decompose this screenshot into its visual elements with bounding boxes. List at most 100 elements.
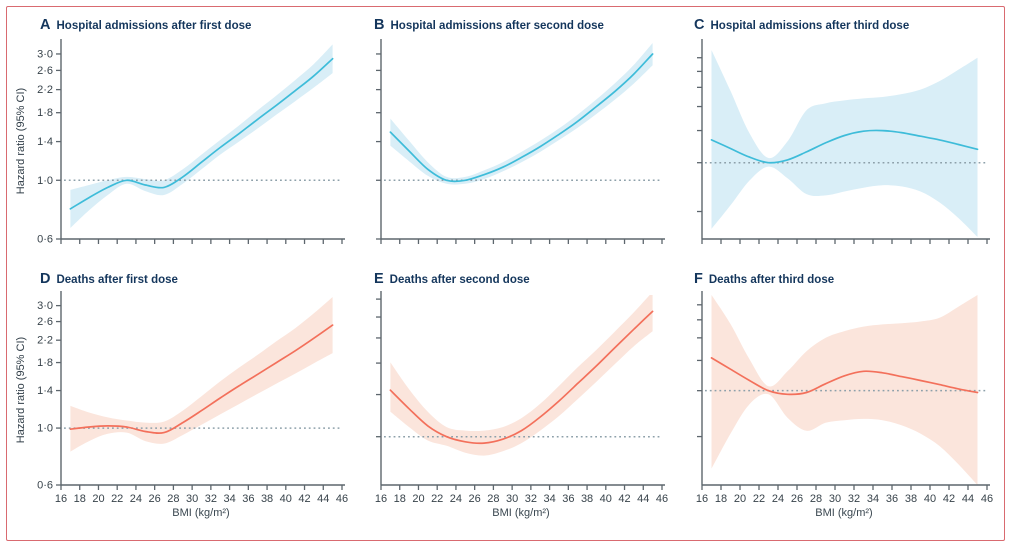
x-tick-label: 40 [924,493,936,505]
panel-c-title-text: Hospital admissions after third dose [710,20,910,32]
ci-band [390,295,653,456]
x-tick-label: 44 [637,493,649,505]
x-tick-label: 24 [450,493,462,505]
x-tick-label: 22 [111,493,123,505]
ci-band [70,44,333,229]
panel-a-chart: 3·0 2·6 2·2 1·8 1·4 1·0 0·6 [37,39,345,246]
x-tick-label: 34 [543,493,555,505]
y-tick-label: 3·0 [37,48,53,60]
x-tick-label: 20 [92,493,104,505]
y-tick-label: 1·0 [37,423,53,435]
bmi-axis-label-f: BMI (kg/m²) [815,507,873,519]
x-tick-label: 46 [336,493,348,505]
x-tick-label: 38 [581,493,593,505]
y-tick-label: 0·6 [37,480,53,492]
x-tick-label: 20 [734,493,746,505]
ci-band [390,43,653,185]
x-tick-label: 32 [848,493,860,505]
x-tick-label: 46 [981,493,993,505]
bmi-axis-label-d: BMI (kg/m²) [172,507,230,519]
y-tick-label: 2·2 [37,335,53,347]
panel-a-title: A Hospital admissions after first dose [40,16,251,34]
panel-d-title-text: Deaths after first dose [56,274,178,286]
x-tick-label: 38 [905,493,917,505]
ci-band [711,50,978,237]
x-tick-label: 36 [562,493,574,505]
panel-c-chart [697,39,990,244]
x-tick-label: 42 [618,493,630,505]
panel-d-title: D Deaths after first dose [40,270,178,288]
panel-f-letter: F [694,271,703,287]
ci-band [70,297,333,452]
x-tick-label: 36 [242,493,254,505]
x-tick-label: 34 [223,493,235,505]
hazard-ratio-curve [710,129,979,164]
panel-e-title-text: Deaths after second dose [389,274,530,286]
panel-c-letter: C [694,17,705,33]
x-tick-label: 24 [772,493,784,505]
x-tick-label: 18 [74,493,86,505]
panel-b-letter: B [374,17,385,33]
panel-e-letter: E [374,271,384,287]
panel-f-chart: 16 18 20 22 24 26 28 30 32 34 36 38 40 42 44 46 [696,291,993,505]
panel-f-title: F Deaths after third dose [694,270,834,288]
hazard-ratio-curve [710,357,979,396]
y-tick-label: 2·6 [37,316,53,328]
panel-b-title-text: Hospital admissions after second dose [390,20,604,32]
panel-a-title-text: Hospital admissions after first dose [56,20,252,32]
panel-e-title: E Deaths after second dose [374,270,530,288]
x-tick-label: 30 [186,493,198,505]
hazard-ratio-curve [389,53,654,183]
panel-e-chart: 16 18 20 22 24 26 28 30 32 34 36 38 40 42 44 46 [375,291,668,505]
x-tick-label: 44 [317,493,329,505]
y-tick-label: 1·4 [37,385,53,397]
hazard-ratio-curve [69,324,334,435]
y-tick-label: 3·0 [37,300,53,312]
x-tick-label: 28 [167,493,179,505]
x-tick-label: 32 [525,493,537,505]
panel-c-title: C Hospital admissions after third dose [694,16,909,34]
panel-a-letter: A [40,17,51,33]
panel-b-title: B Hospital admissions after second dose [374,16,604,34]
x-tick-label: 20 [412,493,424,505]
x-tick-label: 16 [55,493,67,505]
x-tick-label: 26 [791,493,803,505]
x-tick-label: 22 [431,493,443,505]
panel-f-title-text: Deaths after third dose [708,274,835,286]
hazard-ratio-curve [389,310,654,445]
bmi-axis-label-e: BMI (kg/m²) [492,507,550,519]
x-tick-label: 34 [867,493,879,505]
x-tick-label: 36 [886,493,898,505]
x-tick-label: 42 [943,493,955,505]
x-tick-label: 26 [149,493,161,505]
panel-b-chart [376,39,665,244]
y-tick-label: 0·6 [37,234,53,246]
x-tick-label: 40 [280,493,292,505]
x-tick-label: 30 [829,493,841,505]
x-tick-label: 16 [696,493,708,505]
x-tick-label: 18 [394,493,406,505]
x-tick-label: 18 [715,493,727,505]
y-tick-label: 1·4 [37,136,53,148]
x-tick-label: 38 [261,493,273,505]
y-tick-label: 1·8 [37,107,53,119]
panel-d-letter: D [40,271,51,287]
x-tick-label: 22 [753,493,765,505]
x-tick-label: 46 [656,493,668,505]
x-tick-label: 24 [130,493,142,505]
x-tick-label: 30 [506,493,518,505]
x-tick-label: 42 [298,493,310,505]
x-tick-label: 44 [962,493,974,505]
x-tick-label: 28 [810,493,822,505]
panel-d-chart: 3·0 2·6 2·2 1·8 1·4 1·0 0·616 18 20 22 24 26 28 30 32 3… [37,291,348,505]
x-tick-label: 26 [469,493,481,505]
x-tick-label: 40 [600,493,612,505]
x-tick-label: 16 [375,493,387,505]
y-tick-label: 2·6 [37,65,53,77]
x-tick-label: 28 [487,493,499,505]
y-tick-label: 1·0 [37,175,53,187]
x-tick-label: 32 [205,493,217,505]
hazard-ratio-curve [69,57,334,210]
y-tick-label: 2·2 [37,84,53,96]
y-tick-label: 1·8 [37,357,53,369]
